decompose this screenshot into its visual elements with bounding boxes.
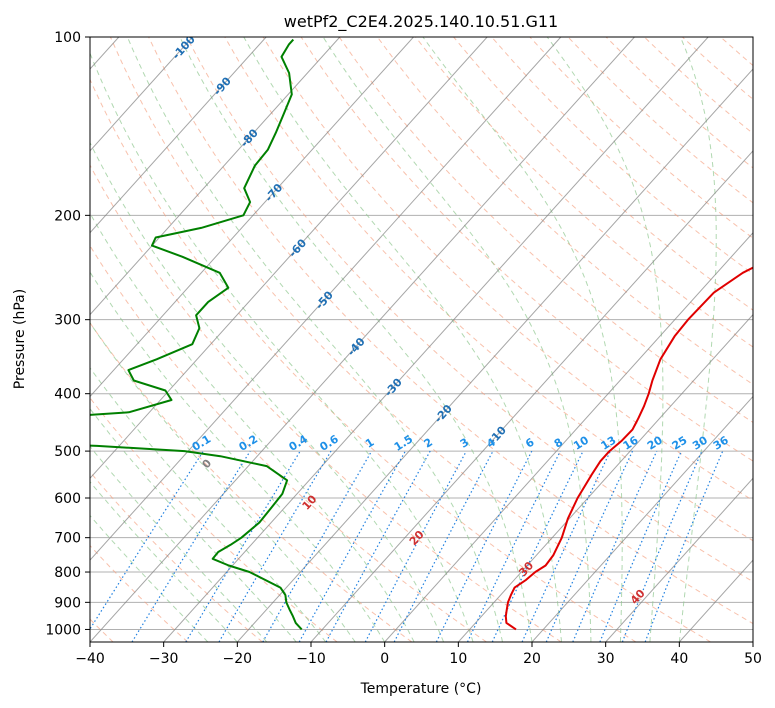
dry-adiabat	[90, 244, 487, 642]
mixing-ratio-line	[298, 450, 406, 642]
mixing-ratio-line	[599, 450, 682, 642]
y-axis-label: Pressure (hPa)	[12, 289, 28, 389]
moist-adiabat	[90, 271, 386, 642]
profile-lines	[90, 38, 753, 631]
isotherm-line	[90, 37, 488, 480]
dry-adiabat	[262, 37, 753, 502]
y-tick-label: 300	[54, 313, 81, 329]
isotherm-line	[90, 37, 341, 316]
y-tick-label: 800	[54, 565, 81, 581]
mixing-ratio-line	[90, 450, 204, 631]
mixing-ratio-line	[545, 450, 634, 642]
y-tick-label: 900	[54, 595, 81, 611]
y-tick-label: 400	[54, 387, 81, 403]
dry-adiabat	[148, 37, 753, 625]
dewpoint-line	[90, 38, 303, 631]
x-tick-label: 0	[380, 651, 389, 667]
dry-adiabat	[415, 37, 753, 348]
moist-adiabat	[90, 481, 238, 642]
x-tick-label: −10	[296, 651, 326, 667]
x-tick-label: 40	[670, 651, 688, 667]
y-axis: 100 200 300 400 500 600 700 800 900 1000	[45, 30, 90, 638]
moist-adiabat	[90, 51, 474, 642]
plot-frame	[89, 36, 754, 643]
isotherm-line	[236, 68, 753, 642]
x-axis-label: Temperature (°C)	[360, 681, 482, 697]
isotherm-line	[457, 313, 753, 642]
mixing-ratio-line	[572, 450, 658, 642]
isotherm-line	[90, 37, 193, 152]
isotherm-line	[310, 150, 753, 642]
dry-adiabat	[90, 164, 562, 642]
isotherm-line	[90, 37, 562, 561]
moist-adiabat	[678, 37, 717, 642]
moist-adiabat	[90, 514, 209, 642]
dry-adiabat	[90, 471, 263, 642]
dry-adiabat	[109, 37, 711, 642]
mixing-ratio-line	[644, 450, 724, 642]
moist-adiabat	[422, 37, 623, 642]
chart-title: wetPf2_C2E4.2025.140.10.51.G11	[284, 12, 558, 32]
isotherm-line	[384, 231, 753, 642]
x-tick-label: 10	[449, 651, 467, 667]
dry-adiabat	[186, 37, 753, 583]
x-axis: −40 −30 −20 −10 0 10 20 30 40 50	[75, 642, 762, 667]
moist-adiabat	[90, 407, 297, 642]
mixing-ratio-line	[325, 450, 431, 642]
dry-adiabat	[300, 37, 753, 462]
x-tick-label: 50	[744, 651, 762, 667]
mixing-ratio-line	[435, 450, 533, 642]
isotherm-line	[90, 37, 267, 234]
x-tick-label: −20	[223, 651, 253, 667]
moist-adiabat	[243, 37, 562, 642]
x-tick-label: 30	[597, 651, 615, 667]
y-tick-label: 200	[54, 208, 81, 224]
moist-adiabat	[90, 141, 445, 642]
y-tick-label: 700	[54, 531, 81, 547]
y-tick-label: 600	[54, 491, 81, 507]
x-tick-label: −30	[149, 651, 179, 667]
x-tick-label: 20	[523, 651, 541, 667]
isotherm-line	[90, 37, 414, 398]
dry-adiabat	[90, 78, 637, 642]
moist-adiabat	[179, 37, 533, 642]
moist-adiabat	[90, 445, 268, 642]
isotherm-line	[90, 37, 635, 642]
mixing-ratio-line	[131, 450, 251, 642]
mixing-ratio-line	[621, 450, 703, 642]
background-lines	[90, 37, 753, 642]
isotherm-line	[531, 395, 753, 642]
y-tick-label: 1000	[45, 622, 81, 638]
y-tick-label: 100	[54, 30, 81, 46]
isotherm-line	[163, 37, 709, 642]
moist-adiabat	[90, 367, 327, 642]
moist-adiabat	[322, 37, 592, 642]
y-tick-label: 500	[54, 444, 81, 460]
moist-adiabat	[126, 37, 503, 642]
moist-adiabat	[546, 37, 664, 642]
mixing-ratio-line	[364, 450, 467, 642]
isotherm-line	[605, 477, 753, 642]
x-tick-label: −40	[75, 651, 105, 667]
dry-adiabat	[224, 37, 753, 542]
temperature-line	[504, 266, 753, 631]
